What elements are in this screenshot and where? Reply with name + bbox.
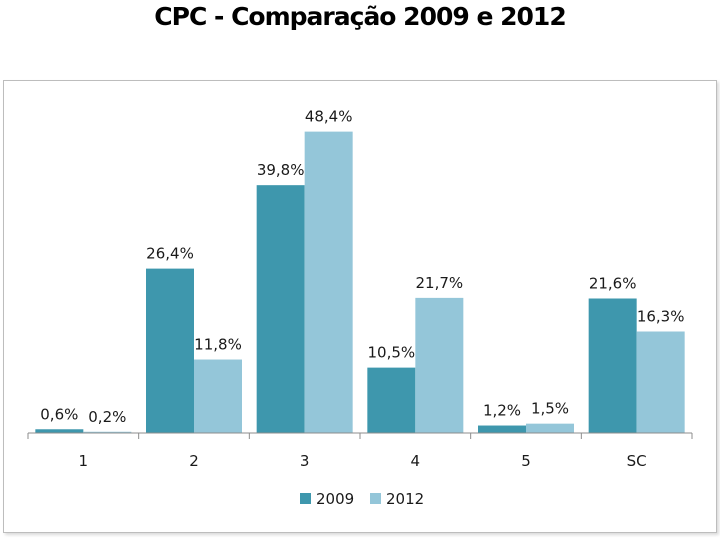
data-label-2012-1: 0,2% — [88, 408, 126, 426]
data-label-2012-2: 11,8% — [194, 336, 242, 354]
bar-2009-2 — [146, 268, 194, 433]
legend-swatch-2009 — [300, 493, 311, 504]
data-label-2009-1: 0,6% — [40, 405, 78, 423]
chart-title: CPC - Comparação 2009 e 2012 — [154, 2, 566, 31]
bar-2012-SC — [636, 331, 685, 433]
bar-2012-3 — [304, 131, 353, 433]
bar-chart: 0,6% 0,2% 26,4% 11,8% 39,8% 48,4% 10,5% 21,7% 1,… — [27, 108, 693, 508]
legend-label-2012: 2012 — [386, 490, 424, 508]
bar-2009-SC — [588, 298, 637, 433]
bar-2012-5 — [526, 423, 574, 433]
x-tick-label-5: 5 — [521, 452, 531, 470]
data-label-2009-SC: 21,6% — [589, 274, 637, 292]
data-label-2012-SC: 16,3% — [637, 308, 685, 326]
x-tick-label-4: 4 — [411, 452, 421, 470]
data-label-2009-3: 39,8% — [257, 161, 305, 179]
data-label-2009-5: 1,2% — [483, 402, 521, 420]
x-tick-label-3: 3 — [300, 452, 310, 470]
x-tick-label-1: 1 — [79, 452, 89, 470]
data-label-2012-3: 48,4% — [305, 108, 353, 126]
bar-2012-4 — [415, 297, 464, 433]
data-label-2012-4: 21,7% — [416, 274, 464, 292]
x-tick-label-2: 2 — [189, 452, 199, 470]
bar-2009-3 — [256, 185, 305, 433]
x-tick-label-SC: SC — [627, 452, 647, 470]
bar-2012-2 — [194, 359, 242, 433]
bar-2009-5 — [478, 425, 526, 433]
chart-frame: 0,6% 0,2% 26,4% 11,8% 39,8% 48,4% 10,5% 21,7% 1,… — [3, 80, 717, 533]
legend-label-2009: 2009 — [316, 490, 354, 508]
legend-swatch-2012 — [370, 493, 381, 504]
bar-2012-1 — [83, 431, 132, 433]
bar-2009-1 — [35, 429, 84, 433]
data-label-2012-5: 1,5% — [531, 400, 569, 418]
bar-2009-4 — [367, 367, 416, 433]
data-label-2009-2: 26,4% — [146, 245, 194, 263]
data-label-2009-4: 10,5% — [368, 344, 416, 362]
